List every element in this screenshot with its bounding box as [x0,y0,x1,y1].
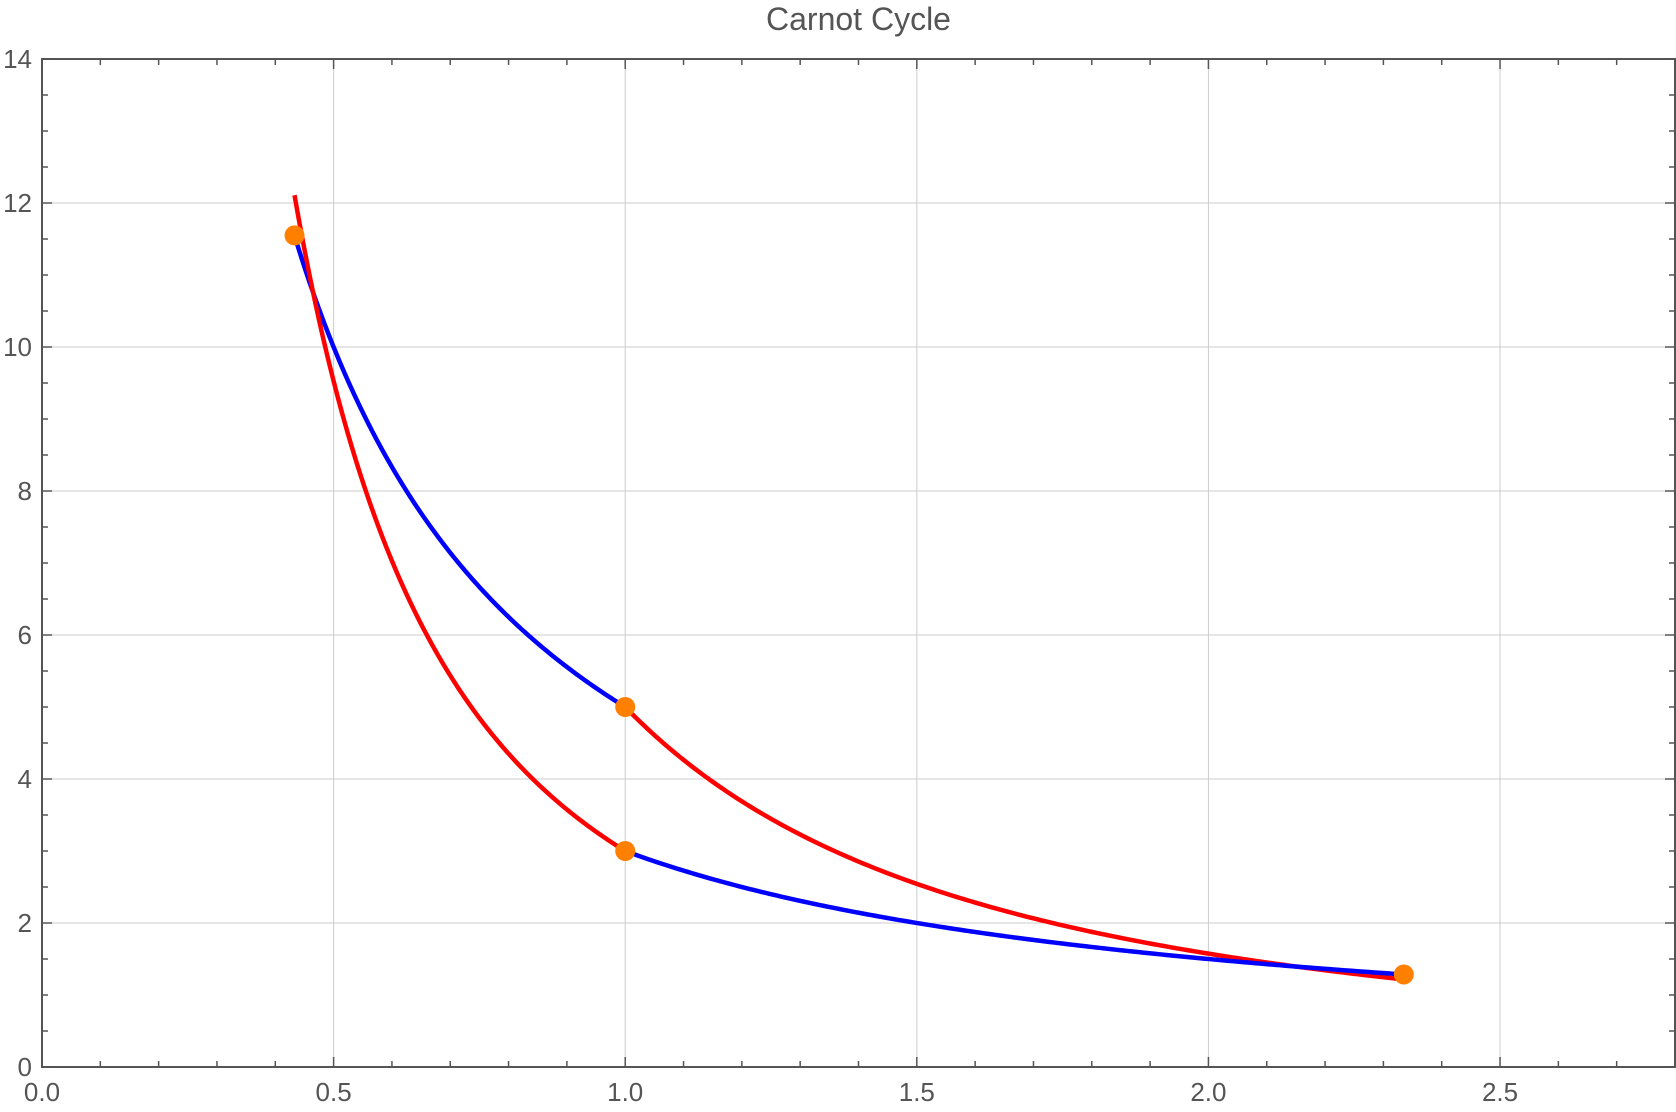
state-point [615,697,636,717]
points-layer [284,225,1414,985]
state-point [1393,964,1414,985]
y-tick-label: 0 [18,1052,32,1082]
minor-ticks [41,58,1676,1068]
y-tick-labels: 0 2 4 6 8 10 12 14 [3,44,32,1082]
isotherm-curve [292,234,627,709]
state-point [284,225,305,246]
y-tick-label: 10 [3,332,32,362]
x-tick-labels: 0.0 0.5 1.0 1.5 2.0 2.5 [24,1077,1518,1107]
y-tick-label: 14 [3,44,32,74]
x-tick-label: 1.0 [607,1077,643,1107]
series-layer [292,194,1405,982]
isotherm-curve [624,848,1404,977]
x-tick-label: 2.0 [1190,1077,1226,1107]
plot-frame [41,58,1676,1068]
adiabat-curve [292,194,627,853]
state-point [615,841,636,861]
y-tick-label: 6 [18,620,32,650]
chart-title: Carnot Cycle [766,1,951,37]
x-tick-label: 0.5 [316,1077,352,1107]
y-tick-label: 8 [18,476,32,506]
y-tick-label: 4 [18,764,32,794]
x-tick-label: 1.5 [899,1077,935,1107]
x-tick-label: 0.0 [24,1077,60,1107]
grid [42,59,1675,1067]
y-tick-label: 2 [18,908,32,938]
x-tick-label: 2.5 [1482,1077,1518,1107]
y-tick-label: 12 [3,188,32,218]
